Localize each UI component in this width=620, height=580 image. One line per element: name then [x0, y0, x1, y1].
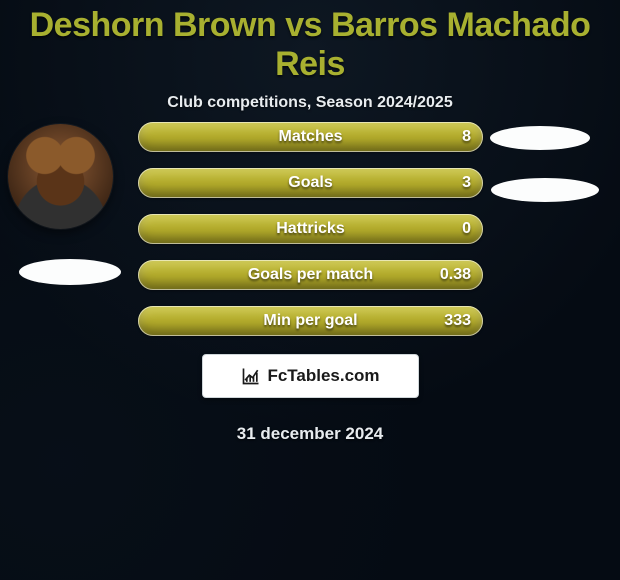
stat-bar-value: 3 — [462, 168, 471, 198]
page-subtitle: Club competitions, Season 2024/2025 — [0, 94, 620, 112]
brand-text: FcTables.com — [267, 366, 379, 386]
stat-bar-value: 0 — [462, 214, 471, 244]
page: Deshorn Brown vs Barros Machado Reis Clu… — [0, 0, 620, 580]
stat-bar-value: 333 — [444, 306, 471, 336]
ellipse-left — [19, 259, 121, 285]
stat-bar: Hattricks0 — [138, 214, 483, 244]
stat-bar-label: Matches — [138, 122, 483, 152]
brand-box: FcTables.com — [202, 354, 419, 398]
stat-bar-value: 0.38 — [440, 260, 471, 290]
stat-bar: Goals3 — [138, 168, 483, 198]
page-title: Deshorn Brown vs Barros Machado Reis — [0, 0, 620, 84]
ellipse-right-1 — [490, 126, 590, 150]
chart-icon — [241, 366, 261, 386]
ellipse-right-2 — [491, 178, 599, 202]
stat-bar-label: Goals per match — [138, 260, 483, 290]
stat-bar-value: 8 — [462, 122, 471, 152]
stat-bar: Goals per match0.38 — [138, 260, 483, 290]
player-avatar-left — [8, 124, 113, 229]
stat-bar: Matches8 — [138, 122, 483, 152]
footer-date: 31 december 2024 — [0, 424, 620, 444]
stat-bar-label: Goals — [138, 168, 483, 198]
stat-bar: Min per goal333 — [138, 306, 483, 336]
stat-bar-label: Min per goal — [138, 306, 483, 336]
stats-bars: Matches8Goals3Hattricks0Goals per match0… — [138, 122, 483, 352]
stat-bar-label: Hattricks — [138, 214, 483, 244]
